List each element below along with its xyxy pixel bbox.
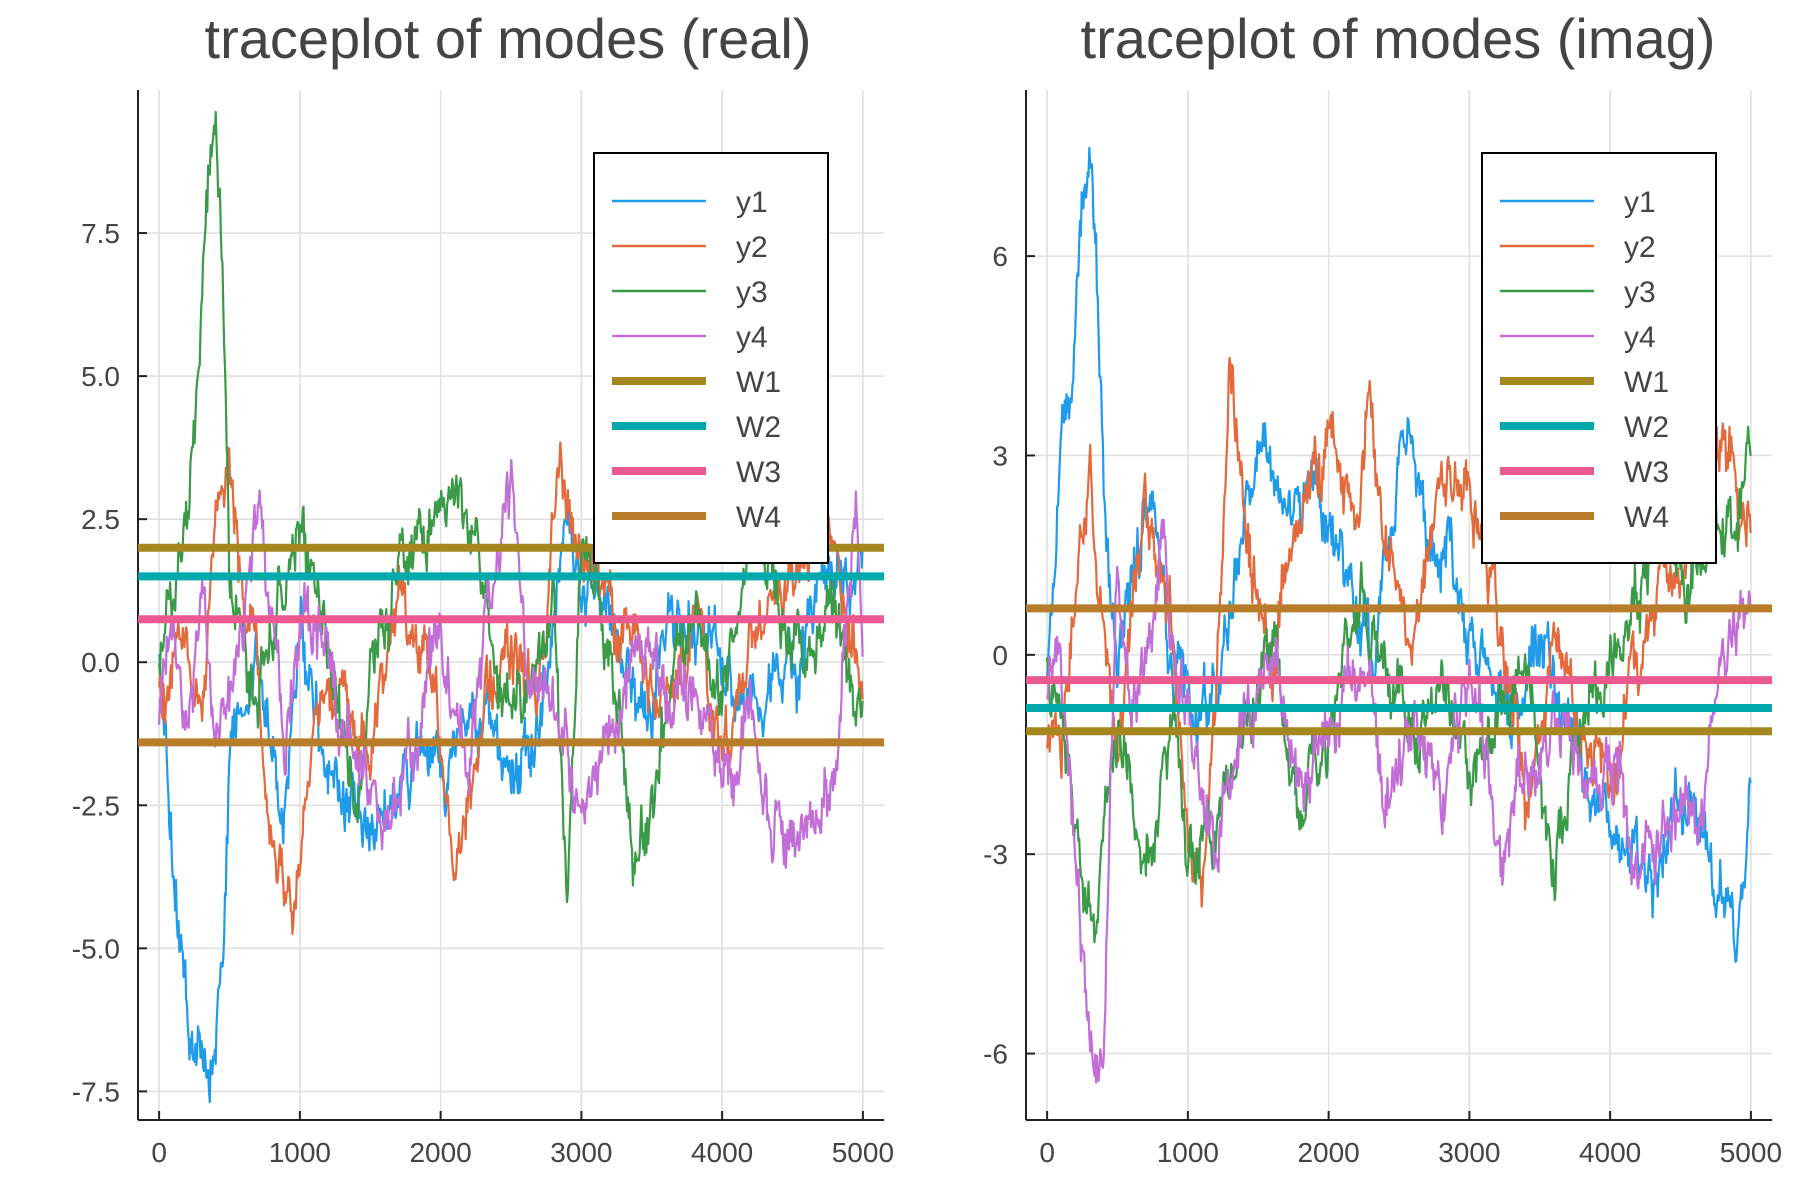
series-line-y4: [1046, 518, 1752, 1084]
legend-label-y4: y4: [1624, 321, 1656, 354]
y-tick-label: 5.0: [81, 361, 120, 392]
chart-title: traceplot of modes (real): [205, 7, 812, 70]
legend-label-W3: W3: [736, 456, 781, 489]
legend-label-y3: y3: [736, 276, 768, 309]
legend-label-y4: y4: [736, 321, 768, 354]
series-line-y2: [1046, 356, 1752, 908]
legend-label-W2: W2: [736, 411, 781, 444]
legend: y1 y2 y3 y4 W1 W2 W3 W4: [593, 152, 829, 564]
y-tick-label: 0: [992, 640, 1008, 671]
x-tick-label: 4000: [691, 1137, 753, 1168]
plot-area: [1026, 146, 1772, 1084]
legend-label-W3: W3: [1624, 456, 1669, 489]
x-tick-label: 2000: [409, 1137, 471, 1168]
legend-label-y3: y3: [1624, 276, 1656, 309]
legend-label-y2: y2: [1624, 231, 1656, 264]
panel-imag: traceplot of modes (imag) 0 1000 2000 3000 40…: [983, 7, 1782, 1168]
legend: y1 y2 y3 y4 W1 W2 W3 W4: [1481, 152, 1717, 564]
legend-label-y2: y2: [736, 231, 768, 264]
y-tick-label: 7.5: [81, 218, 120, 249]
y-tick-label: -2.5: [72, 790, 120, 821]
panel-real: traceplot of modes (real) 0 1000 2000 3000 40…: [72, 7, 894, 1168]
legend-label-W4: W4: [736, 501, 781, 534]
series-line-y4: [158, 459, 864, 870]
x-tick-label: 4000: [1579, 1137, 1641, 1168]
series-line-y3: [1046, 425, 1752, 944]
legend-label-W1: W1: [736, 366, 781, 399]
x-tick-label: 0: [1039, 1137, 1055, 1168]
y-tick-label: 6: [992, 241, 1008, 272]
y-tick-label: 0.0: [81, 647, 120, 678]
x-tick-label: 0: [151, 1137, 167, 1168]
series-line-y2: [158, 441, 864, 936]
x-tick-label: 3000: [550, 1137, 612, 1168]
legend-box: [593, 152, 829, 564]
legend-label-W1: W1: [1624, 366, 1669, 399]
legend-label-W2: W2: [1624, 411, 1669, 444]
y-tick-label: -3: [983, 839, 1008, 870]
y-tick-label: -5.0: [72, 933, 120, 964]
legend-label-y1: y1: [1624, 186, 1656, 219]
y-tick-label: 2.5: [81, 504, 120, 535]
x-tick-label: 1000: [1157, 1137, 1219, 1168]
x-tick-label: 2000: [1297, 1137, 1359, 1168]
plot-area: [138, 110, 884, 1104]
y-tick-label: -7.5: [72, 1076, 120, 1107]
y-tick-label: 3: [992, 440, 1008, 471]
legend-box: [1481, 152, 1717, 564]
x-tick-label: 1000: [269, 1137, 331, 1168]
x-tick-label: 5000: [832, 1137, 894, 1168]
legend-label-W4: W4: [1624, 501, 1669, 534]
x-tick-label: 5000: [1720, 1137, 1782, 1168]
x-tick-label: 3000: [1438, 1137, 1500, 1168]
chart-title: traceplot of modes (imag): [1081, 7, 1716, 70]
y-tick-label: -6: [983, 1039, 1008, 1070]
legend-label-y1: y1: [736, 186, 768, 219]
